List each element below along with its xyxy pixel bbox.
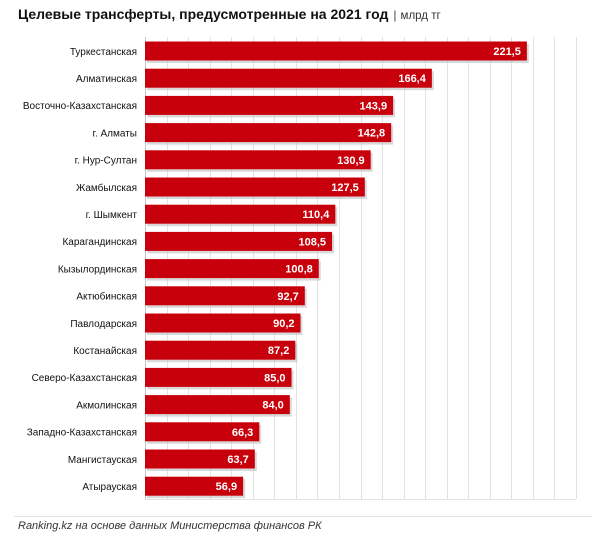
category-label: Северо-Казахстанская <box>32 373 137 384</box>
category-label: Восточно-Казахстанская <box>23 101 137 112</box>
source-note: Ranking.kz на основе данных Министерства… <box>18 520 322 532</box>
category-label: Павлодарская <box>70 319 137 330</box>
bar <box>145 68 432 88</box>
value-label: 85,0 <box>264 372 285 384</box>
value-label: 90,2 <box>273 318 294 330</box>
value-label: 221,5 <box>493 46 521 58</box>
bar <box>145 259 319 279</box>
bar <box>145 422 260 442</box>
bar <box>145 286 305 306</box>
bar <box>145 395 290 415</box>
chart-title: Целевые трансферты, предусмотренные на 2… <box>18 6 389 22</box>
value-label: 110,4 <box>302 209 330 221</box>
category-label: Карагандинская <box>62 237 137 248</box>
category-label: Атырауская <box>82 482 137 493</box>
value-label: 166,4 <box>398 73 426 85</box>
value-label: 142,8 <box>358 128 386 140</box>
category-label: г. Алматы <box>93 128 137 139</box>
bar <box>145 313 301 333</box>
category-label: Мангистауская <box>68 455 137 466</box>
value-label: 63,7 <box>227 454 248 466</box>
category-label: Жамбылская <box>76 182 137 194</box>
value-label: 143,9 <box>360 100 388 112</box>
value-label: 92,7 <box>277 291 298 303</box>
value-label: 130,9 <box>337 155 365 167</box>
bar <box>145 340 296 360</box>
category-label: Алматинская <box>76 74 137 85</box>
bar <box>145 204 336 224</box>
chart-unit: млрд тг <box>400 10 441 22</box>
bar <box>145 150 371 170</box>
title-separator: | <box>393 8 397 22</box>
bar <box>145 95 394 115</box>
value-label: 127,5 <box>331 182 359 194</box>
category-label: Костанайская <box>73 346 137 357</box>
bar <box>145 41 527 61</box>
category-label: Актюбинская <box>76 291 137 303</box>
category-label: Акмолинская <box>76 400 137 411</box>
bar <box>145 123 392 143</box>
bar <box>145 449 255 469</box>
value-label: 87,2 <box>268 345 289 357</box>
category-label: Западно-Казахстанская <box>27 428 137 439</box>
bar <box>145 177 365 197</box>
category-label: Кызылординская <box>58 264 137 275</box>
value-label: 56,9 <box>216 481 237 493</box>
bar <box>145 367 292 387</box>
value-label: 66,3 <box>232 427 253 439</box>
value-label: 108,5 <box>299 236 327 248</box>
chart-title-line: Целевые трансферты, предусмотренные на 2… <box>18 6 441 24</box>
category-label: г. Шымкент <box>86 210 138 221</box>
value-label: 100,8 <box>285 264 313 276</box>
category-label: Туркестанская <box>70 47 137 58</box>
value-label: 84,0 <box>262 400 283 412</box>
category-label: г. Нур-Султан <box>75 156 137 167</box>
bar <box>145 476 244 496</box>
bar <box>145 231 333 251</box>
